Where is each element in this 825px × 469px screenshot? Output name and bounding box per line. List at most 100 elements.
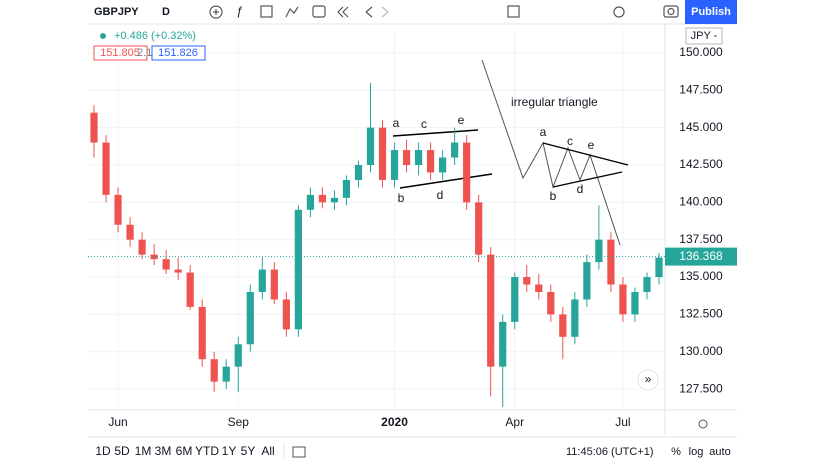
scroll-button[interactable] — [637, 369, 659, 391]
candle-body — [330, 197, 339, 203]
fx-icon[interactable]: ƒ — [236, 4, 243, 18]
date-range-icon[interactable] — [292, 446, 306, 458]
candle-body — [378, 127, 387, 180]
candle-body — [258, 269, 266, 292]
percent-toggle[interactable]: % — [671, 446, 681, 458]
candle-body — [583, 262, 591, 300]
grid — [88, 28, 665, 410]
y-tick-label: 142.500 — [679, 157, 723, 171]
spread: 2.1 — [137, 47, 152, 59]
candle-body — [282, 299, 290, 330]
publish-button[interactable] — [685, 0, 737, 24]
candle-body — [162, 259, 170, 270]
candle-body — [402, 150, 411, 165]
candle-body — [511, 277, 519, 322]
annotation: irregular triangle — [511, 95, 598, 109]
y-tick-label: 137.500 — [679, 232, 723, 246]
candle-body — [294, 209, 302, 330]
candle-body — [487, 254, 495, 367]
candle-body — [414, 150, 423, 165]
currency[interactable]: JPY - — [691, 30, 718, 42]
range-button[interactable]: 1M — [135, 444, 152, 458]
x-tick-label: Sep — [228, 415, 250, 429]
x-tick-label: Apr — [505, 415, 524, 429]
candle-body — [198, 306, 206, 360]
candle-body — [463, 142, 471, 203]
symbol[interactable]: GBPJPY — [94, 6, 139, 18]
candle-body — [318, 194, 327, 203]
annotation: a — [393, 116, 400, 130]
interval[interactable]: D — [162, 6, 170, 18]
x-tick-label: Jun — [108, 415, 127, 429]
annotation: b — [398, 191, 405, 205]
candle-body — [523, 277, 531, 285]
last-price-tag — [665, 247, 737, 266]
range-button[interactable]: 6M — [176, 444, 193, 458]
annotation: e — [588, 138, 595, 152]
pattern-drawings — [392, 59, 629, 246]
candle-body — [619, 284, 627, 315]
status-dot — [100, 33, 106, 39]
range-button[interactable]: 5D — [114, 444, 130, 458]
candle-body — [102, 142, 110, 195]
bid[interactable]: 151.805 — [100, 47, 140, 59]
candle-body — [499, 321, 507, 367]
clock: 11:45:06 (UTC+1) — [566, 446, 654, 458]
y-tick-label: 140.000 — [679, 195, 723, 209]
publish-label[interactable]: Publish — [691, 6, 731, 18]
range-button[interactable]: 5Y — [241, 444, 256, 458]
annotation: b — [550, 189, 557, 203]
y-tick-label: 130.000 — [679, 344, 723, 358]
candle-body — [595, 239, 603, 263]
annotation: e — [458, 113, 465, 127]
bid-box[interactable] — [93, 45, 148, 61]
scroll-icon[interactable]: » — [645, 372, 652, 386]
candle-body — [655, 257, 663, 278]
candle-body — [366, 127, 375, 165]
range-button[interactable]: 3M — [155, 444, 172, 458]
range-button[interactable]: 1D — [95, 444, 111, 458]
candle-body — [126, 224, 134, 240]
currency-box[interactable] — [685, 27, 723, 45]
range-button[interactable]: All — [261, 444, 274, 458]
annotation: a — [540, 125, 547, 139]
candle-body — [535, 284, 543, 292]
ask-box[interactable] — [151, 45, 206, 61]
annotations: a b c d e irregular triangle a b c d e — [393, 95, 598, 205]
candle-body — [90, 112, 98, 143]
candle-body — [631, 291, 639, 315]
candle-body — [354, 164, 363, 180]
y-tick-label: 145.000 — [679, 120, 723, 134]
auto-toggle[interactable]: auto — [709, 446, 730, 458]
candle-body — [138, 239, 146, 255]
candle-body — [559, 314, 567, 337]
x-tick-label: 2020 — [381, 415, 408, 429]
y-tick-label: 147.500 — [679, 82, 723, 96]
candle-body — [174, 269, 182, 273]
candle-body — [571, 299, 579, 337]
annotation: c — [567, 134, 573, 148]
toolbar — [88, 0, 737, 24]
annotation: c — [421, 117, 427, 131]
candle-body — [114, 194, 122, 225]
annotation: d — [577, 182, 584, 196]
y-tick-label: 132.500 — [679, 307, 723, 321]
y-tick-label: 150.000 — [679, 45, 723, 59]
candle-body — [607, 239, 615, 285]
candle-body — [451, 142, 459, 158]
candle-body — [270, 269, 278, 300]
candle-body — [306, 194, 314, 210]
toolbar-icons[interactable] — [209, 5, 679, 19]
candle-body — [439, 157, 447, 173]
candle-body — [246, 291, 254, 345]
settings-icon[interactable] — [698, 419, 708, 429]
candle-body — [342, 179, 351, 198]
candle-body — [547, 291, 555, 315]
x-tick-label: Jul — [615, 415, 630, 429]
last-price-label: 136.368 — [679, 249, 723, 263]
range-button[interactable]: 1Y — [222, 444, 237, 458]
range-button[interactable]: YTD — [195, 444, 219, 458]
log-toggle[interactable]: log — [689, 446, 704, 458]
y-tick-label: 135.000 — [679, 269, 723, 283]
